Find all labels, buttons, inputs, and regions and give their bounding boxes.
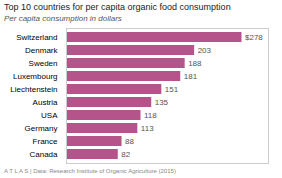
svg-text:Austria: Austria	[33, 98, 58, 107]
svg-text:135: 135	[155, 98, 169, 107]
svg-text:Denmark: Denmark	[25, 46, 58, 55]
svg-text:Sweden: Sweden	[29, 59, 58, 68]
svg-text:USA: USA	[41, 111, 58, 120]
svg-text:Liechtenstein: Liechtenstein	[10, 85, 57, 94]
svg-text:Switzerland: Switzerland	[16, 33, 57, 42]
svg-text:181: 181	[184, 72, 198, 81]
html-text:Per capita consumption in doll: Per capita consumption in dollars	[4, 14, 122, 23]
svg-text:Canada: Canada	[29, 150, 58, 159]
svg-text:Germany: Germany	[25, 124, 58, 133]
svg-text:88: 88	[125, 137, 134, 146]
svg-text:118: 118	[144, 111, 157, 120]
html-text:A T L A S | Data: Research Ins: A T L A S | Data: Research Institute of …	[4, 168, 176, 174]
svg-text:$278: $278	[245, 33, 263, 42]
svg-text:203: 203	[198, 46, 212, 55]
svg-text:151: 151	[165, 85, 179, 94]
svg-text:Luxembourg: Luxembourg	[13, 72, 57, 81]
svg-text:113: 113	[141, 124, 154, 133]
svg-text:82: 82	[121, 150, 130, 159]
svg-text:France: France	[33, 137, 58, 146]
svg-text:188: 188	[188, 59, 202, 68]
html-text:Top 10 countries for per capit: Top 10 countries for per capita organic …	[4, 2, 231, 12]
